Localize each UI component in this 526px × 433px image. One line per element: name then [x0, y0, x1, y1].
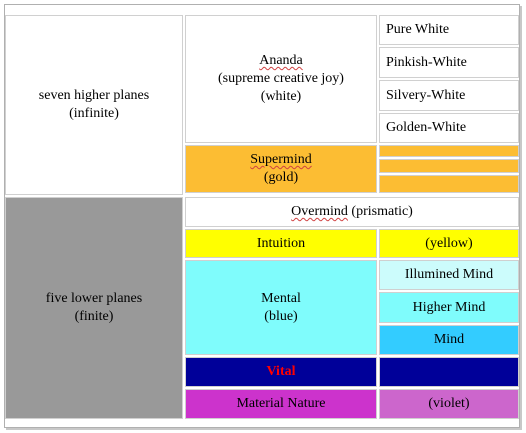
- material-color-cell: (violet): [379, 389, 519, 419]
- white-row-pinkish: Pinkish-White: [379, 47, 519, 78]
- illumined-mind-cell: Illumined Mind: [379, 260, 519, 290]
- lower-planes-subtitle: (finite): [74, 309, 114, 324]
- white-label: Pure White: [386, 22, 450, 37]
- higher-mind-cell: Higher Mind: [379, 292, 519, 323]
- material-color: (violet): [428, 396, 470, 411]
- higher-planes-subtitle: (infinite): [69, 106, 119, 121]
- gold-stripe: [379, 159, 519, 173]
- intuition-color-cell: (yellow): [379, 229, 519, 258]
- planes-table: seven higher planes (infinite) Ananda (s…: [4, 4, 520, 428]
- vital-cell: Vital: [185, 357, 377, 387]
- intuition-cell: Intuition: [185, 229, 377, 258]
- mind-sublevel-label: Higher Mind: [412, 299, 486, 315]
- overmind-title: Overmind: [291, 204, 348, 219]
- white-row-pure: Pure White: [379, 15, 519, 45]
- supermind-color: (gold): [263, 170, 299, 185]
- overmind-cell: Overmind (prismatic): [185, 197, 519, 227]
- white-row-golden: Golden-White: [379, 113, 519, 143]
- mental-label: Mental: [261, 290, 301, 306]
- intuition-color: (yellow): [425, 235, 473, 251]
- supermind-cell: Supermind (gold): [185, 145, 377, 193]
- ananda-title: Ananda: [259, 53, 303, 68]
- mind-sublevel-label: Mind: [433, 332, 465, 347]
- white-label: Golden-White: [386, 120, 467, 135]
- mental-color: (blue): [264, 308, 298, 324]
- lower-planes-label: five lower planes (finite): [5, 197, 183, 419]
- ananda-cell: Ananda (supreme creative joy) (white): [185, 15, 377, 143]
- white-row-silvery: Silvery-White: [379, 80, 519, 111]
- supermind-title: Supermind: [250, 152, 312, 167]
- overmind-suffix: (prismatic): [347, 204, 413, 219]
- vital-label: Vital: [266, 364, 296, 379]
- lower-planes-title: five lower planes: [45, 291, 143, 306]
- ananda-color: (white): [260, 89, 302, 104]
- mind-cell: Mind: [379, 325, 519, 355]
- vital-color-cell: [379, 357, 519, 387]
- material-nature-cell: Material Nature: [185, 389, 377, 419]
- gold-stripe: [379, 145, 519, 157]
- material-nature-label: Material Nature: [236, 396, 326, 411]
- mental-cell: Mental (blue): [185, 260, 377, 355]
- higher-planes-label: seven higher planes (infinite): [5, 15, 183, 195]
- white-label: Pinkish-White: [386, 54, 467, 70]
- ananda-description: (supreme creative joy): [218, 71, 344, 86]
- gold-stripe: [379, 175, 519, 193]
- white-label: Silvery-White: [386, 87, 466, 103]
- higher-planes-title: seven higher planes: [38, 88, 150, 103]
- intuition-label: Intuition: [256, 235, 306, 251]
- mind-sublevel-label: Illumined Mind: [404, 267, 494, 282]
